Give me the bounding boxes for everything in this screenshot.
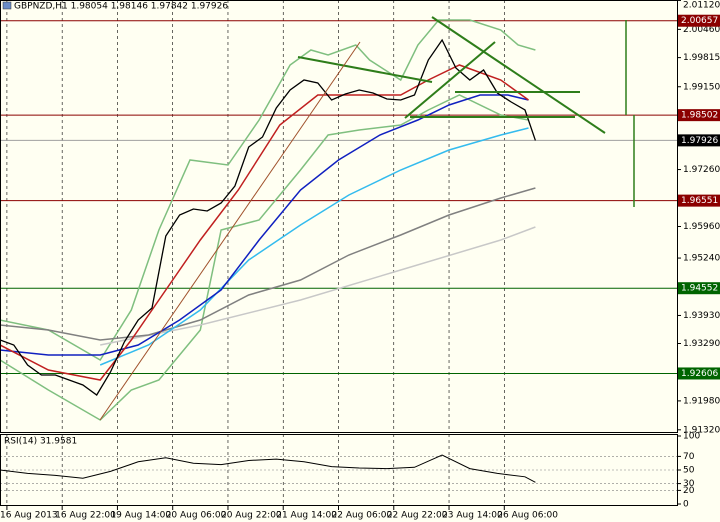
symbol-icon	[2, 1, 12, 10]
level-label: 1.96551	[681, 196, 718, 206]
trendline	[297, 56, 433, 83]
trendlines	[99, 16, 635, 421]
level-box	[678, 367, 720, 380]
y-tick-label: 1.95960	[683, 222, 720, 232]
y-tick-label: 70	[683, 452, 695, 462]
y-tick-label: 0	[683, 500, 689, 510]
level-box	[678, 14, 720, 27]
series-line	[1, 64, 529, 381]
series-line	[1, 187, 536, 341]
y-tick-label: 1.97260	[683, 165, 720, 175]
y-tick-label: 2.01120	[683, 1, 720, 11]
trendline	[99, 41, 361, 421]
series-line	[1, 454, 536, 483]
x-tick-label: 22 Aug 22:00	[387, 511, 448, 521]
main-plot	[1, 1, 677, 432]
series-line	[1, 94, 529, 356]
y-tick-label: 1.99815	[683, 53, 720, 63]
x-tick-label: 19 Aug 14:00	[110, 511, 171, 521]
level-label: 2.00657	[681, 16, 718, 26]
x-tick-label: 16 Aug 22:00	[55, 511, 116, 521]
y-tick-label: 1.93290	[683, 339, 720, 349]
rsi-title: RSI(14) 31.9581	[4, 437, 77, 447]
y-tick-label: 100	[683, 432, 700, 442]
x-tick-label: 20 Aug 06:00	[166, 511, 227, 521]
level-box	[678, 282, 720, 295]
series-line	[1, 94, 529, 421]
level-box	[678, 109, 720, 122]
x-tick-label: 26 Aug 06:00	[497, 511, 558, 521]
series-line	[1, 19, 536, 362]
trendline	[404, 41, 496, 119]
level-box	[678, 194, 720, 207]
y-tick-label: 1.95240	[683, 254, 720, 264]
y-tick-label: 1.93930	[683, 311, 720, 321]
rsi-plot	[1, 435, 677, 505]
x-tick-label: 21 Aug 14:00	[276, 511, 337, 521]
trendline	[431, 16, 606, 134]
level-label: 1.97926	[681, 136, 718, 146]
x-tick-label: 23 Aug 14:00	[442, 511, 503, 521]
y-tick-label: 1.91320	[683, 425, 720, 435]
y-tick-label: 50	[683, 466, 695, 476]
y-tick-label: 1.99150	[683, 82, 720, 92]
level-label: 1.94552	[681, 284, 718, 294]
y-tick-label: 1.91980	[683, 396, 720, 406]
level-label: 1.98502	[681, 111, 718, 121]
x-tick-label: 20 Aug 22:00	[221, 511, 282, 521]
level-label: 1.92606	[681, 369, 718, 379]
level-box	[678, 134, 720, 147]
y-tick-label: 2.00460	[683, 25, 720, 35]
series-line	[100, 226, 536, 346]
series-line	[1, 38, 537, 396]
y-tick-label: 30	[683, 479, 695, 489]
y-tick-label: 20	[683, 486, 695, 496]
x-tick-label: 22 Aug 06:00	[332, 511, 393, 521]
main-panel	[0, 0, 678, 433]
series-line	[99, 127, 529, 366]
chart-title: GBPNZD,H1 1.98054 1.98146 1.97842 1.9792…	[14, 2, 228, 12]
x-tick-label: 16 Aug 2013	[0, 511, 58, 521]
